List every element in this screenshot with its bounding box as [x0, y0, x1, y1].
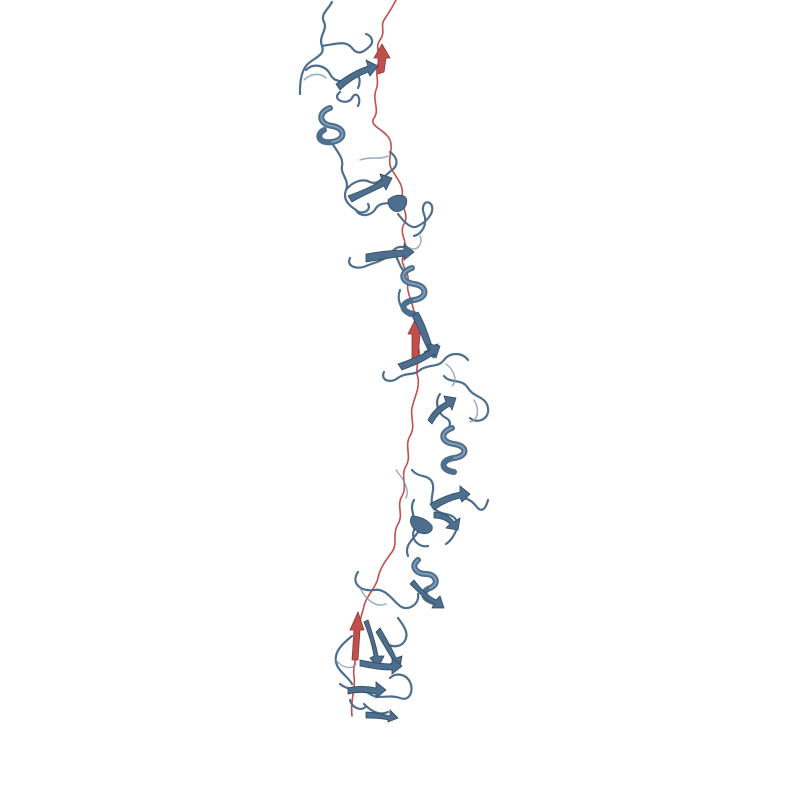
strand-arrow: [335, 59, 379, 91]
strand-arrow: [387, 194, 408, 212]
strand-arrow: [347, 173, 393, 203]
strand-arrow: [359, 657, 403, 675]
chain-a-helix-highlights: [320, 107, 466, 589]
strand-arrow: [427, 395, 457, 425]
helix: [440, 425, 468, 475]
strand-arrow: [429, 485, 471, 511]
strand-arrow: [365, 243, 415, 263]
strand-arrow: [349, 610, 365, 661]
chain-a-helices: [316, 105, 468, 605]
chain-a-coil-back: [303, 73, 479, 669]
strand-arrow: [363, 619, 385, 669]
strand-arrow: [397, 343, 441, 371]
strand-arrow: [433, 511, 461, 531]
strand-arrow: [347, 681, 387, 699]
helix: [400, 265, 428, 317]
strand-arrow: [409, 579, 445, 609]
strand-arrow: [410, 515, 433, 534]
chain-a-strands: [335, 59, 471, 723]
strand-arrow: [365, 709, 399, 723]
